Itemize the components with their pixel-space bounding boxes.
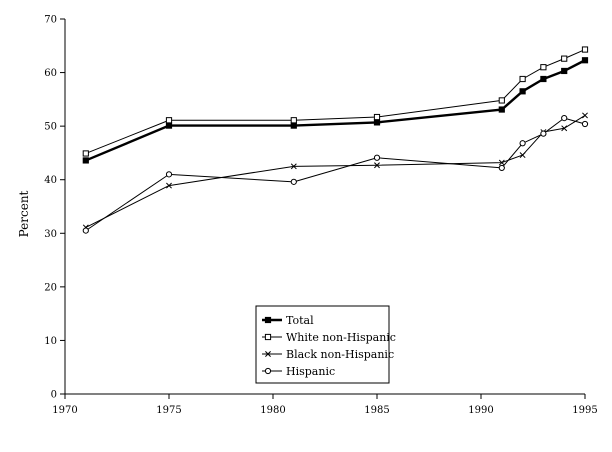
legend-items: Total White non-Hispanic Black non-Hispani…	[262, 314, 396, 378]
series-line-black-non-hispanic	[85, 115, 586, 228]
data-point-black-non-hispanic	[582, 112, 588, 119]
data-point-white-non-hispanic	[498, 97, 505, 104]
y-tick-label: 40	[44, 175, 57, 186]
data-point-hispanic	[581, 120, 589, 128]
data-point-white-non-hispanic	[561, 55, 568, 62]
x-tick-label: 1990	[468, 405, 493, 416]
data-point-white-non-hispanic	[519, 75, 526, 83]
data-point-white-non-hispanic	[290, 117, 297, 124]
data-point-hispanic	[82, 227, 89, 234]
data-point-white-non-hispanic	[540, 64, 547, 71]
y-tick-label: 60	[44, 68, 57, 79]
y-tick-label: 0	[51, 390, 57, 401]
data-point-hispanic	[498, 164, 505, 172]
data-point-hispanic	[561, 115, 568, 122]
data-point-total	[373, 119, 381, 126]
legend-marker	[264, 333, 272, 341]
data-point-white-non-hispanic	[373, 113, 381, 121]
data-point-hispanic	[540, 130, 547, 137]
legend-label: Total	[286, 314, 314, 327]
y-axis-title: Percent	[17, 190, 31, 237]
data-point-total	[540, 75, 547, 83]
data-point-black-non-hispanic	[166, 182, 172, 189]
legend-marker	[265, 351, 271, 357]
legend-item-hispanic: Hispanic	[262, 365, 335, 378]
series-hispanic	[82, 115, 589, 234]
legend-item-total: Total	[262, 314, 314, 327]
data-point-white-non-hispanic	[165, 117, 173, 124]
data-point-total	[498, 106, 505, 113]
data-point-total	[581, 57, 589, 64]
legend-label: Hispanic	[286, 365, 335, 378]
data-point-hispanic	[519, 140, 526, 147]
chart-axes: 0 10 20 30 40 50 60 70 1970 1975 1980 1985 1990 1995	[44, 15, 597, 417]
legend-marker	[264, 367, 272, 375]
data-point-white-non-hispanic	[581, 46, 589, 53]
x-tick-label: 1995	[572, 405, 597, 416]
data-point-white-non-hispanic	[82, 150, 89, 157]
data-point-total	[82, 157, 89, 164]
data-point-black-non-hispanic	[561, 125, 568, 132]
x-tick-label: 1980	[260, 405, 285, 416]
data-point-total	[290, 122, 297, 129]
data-point-total	[519, 88, 526, 95]
data-point-hispanic	[373, 154, 381, 161]
series-line-total	[85, 59, 586, 162]
legend: Total White non-Hispanic Black non-Hispani…	[255, 305, 396, 384]
series-total	[82, 57, 589, 164]
legend-label: White non-Hispanic	[286, 331, 396, 344]
data-point-black-non-hispanic	[519, 152, 526, 159]
y-tick-label: 30	[44, 229, 57, 240]
legend-item-white-non-hispanic: White non-Hispanic	[262, 331, 396, 344]
data-point-black-non-hispanic	[374, 162, 380, 169]
data-point-hispanic	[165, 171, 173, 178]
series-white-non-hispanic	[82, 46, 589, 157]
y-tick-label: 50	[44, 122, 57, 133]
x-tick-label: 1985	[364, 405, 389, 416]
x-tick-label: 1975	[156, 405, 181, 416]
series-layer	[82, 46, 589, 234]
series-line-hispanic	[85, 117, 586, 232]
data-point-hispanic	[290, 178, 297, 185]
x-tick-label: 1970	[52, 405, 77, 416]
y-tick-label: 10	[44, 336, 57, 347]
data-point-total	[561, 67, 568, 75]
data-point-black-non-hispanic	[290, 163, 297, 170]
y-tick-label: 70	[44, 15, 57, 26]
legend-item-black-non-hispanic: Black non-Hispanic	[262, 348, 394, 361]
data-point-black-non-hispanic	[498, 159, 505, 166]
data-point-total	[165, 122, 173, 129]
legend-marker	[264, 316, 272, 324]
y-tick-label: 20	[44, 282, 57, 293]
legend-label: Black non-Hispanic	[286, 348, 394, 361]
